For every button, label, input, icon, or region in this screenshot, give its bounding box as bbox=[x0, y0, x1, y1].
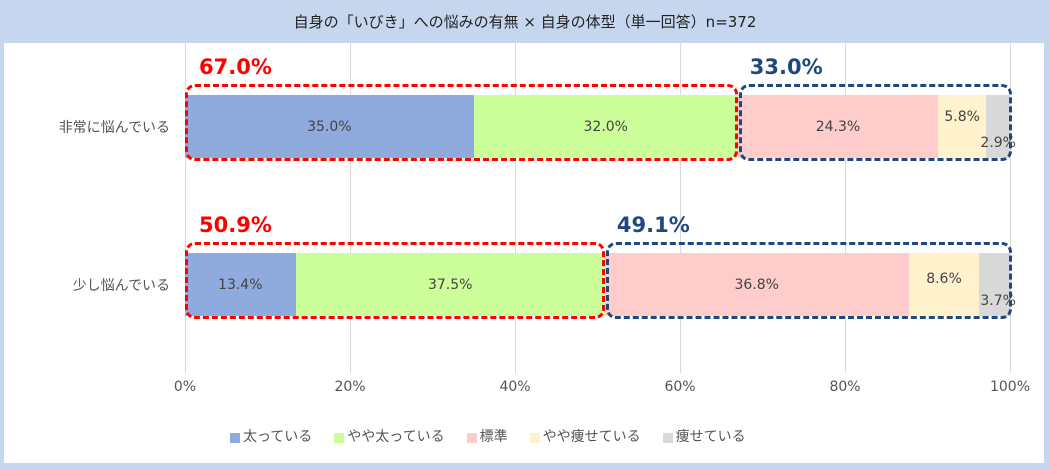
legend: 太っている やや太っている 標準 やや痩せている 痩せている bbox=[230, 426, 746, 446]
bar-segment: 3.7% bbox=[979, 253, 1016, 316]
data-label: 37.5% bbox=[427, 276, 473, 293]
x-tick-label: 0% bbox=[173, 379, 197, 395]
legend-swatch-icon bbox=[334, 433, 345, 443]
data-label: 24.3% bbox=[815, 118, 861, 135]
bar-segment: 35.0% bbox=[185, 95, 474, 158]
bar-segment: 5.8% bbox=[938, 95, 987, 158]
category-label: 非常に悩んでいる bbox=[58, 120, 170, 136]
data-label: 13.4% bbox=[218, 276, 263, 293]
legend-swatch-icon bbox=[230, 433, 240, 443]
gridline bbox=[515, 43, 516, 373]
legend-item: やや太っている bbox=[334, 426, 445, 446]
data-label: 3.7% bbox=[980, 293, 1016, 309]
legend-item: 痩せている bbox=[662, 426, 746, 446]
gridline bbox=[680, 43, 681, 373]
x-tick-label: 40% bbox=[499, 379, 531, 395]
data-label: 5.8% bbox=[944, 108, 980, 125]
bar-segment: 37.5% bbox=[295, 253, 605, 316]
data-label: 36.8% bbox=[734, 276, 779, 293]
category-label: 少し悩んでいる bbox=[72, 278, 170, 294]
data-label: 32.0% bbox=[583, 118, 628, 135]
sum-label-other: 33.0% bbox=[749, 55, 823, 79]
gridline bbox=[845, 43, 846, 373]
highlight-box-heavy bbox=[185, 84, 738, 161]
x-tick-label: 60% bbox=[664, 379, 696, 395]
legend-label: やや痩せている bbox=[542, 429, 641, 445]
x-tick-label: 20% bbox=[334, 379, 366, 395]
bar-segment: 2.9% bbox=[980, 95, 1016, 158]
bar-segment: 24.3% bbox=[737, 95, 939, 158]
gridline bbox=[185, 43, 186, 373]
bar-segment: 8.6% bbox=[908, 253, 980, 316]
sum-label-heavy: 67.0% bbox=[199, 55, 272, 79]
stacked-bar: 35.0% 32.0% 24.3% 5.8% 2.9% bbox=[185, 95, 1016, 158]
highlight-box-other bbox=[738, 84, 1012, 161]
legend-label: 痩せている bbox=[675, 429, 746, 445]
legend-item: 標準 bbox=[466, 426, 508, 446]
bar-segment: 36.8% bbox=[604, 253, 909, 316]
highlight-box-other bbox=[605, 242, 1012, 319]
sum-label-other: 49.1% bbox=[616, 213, 690, 237]
gridline bbox=[350, 43, 351, 373]
legend-label: やや太っている bbox=[347, 429, 445, 445]
legend-label: 標準 bbox=[479, 429, 508, 445]
legend-swatch-icon bbox=[529, 433, 540, 443]
data-label: 2.9% bbox=[980, 135, 1016, 151]
legend-swatch-icon bbox=[662, 433, 673, 443]
x-tick-label: 100% bbox=[989, 379, 1031, 395]
gridline bbox=[1010, 43, 1011, 373]
legend-item: 太っている bbox=[230, 426, 312, 446]
highlight-box-heavy bbox=[185, 242, 605, 319]
bar-segment: 32.0% bbox=[473, 95, 738, 158]
data-label: 35.0% bbox=[307, 118, 352, 135]
bar-segment: 13.4% bbox=[185, 253, 296, 316]
legend-swatch-icon bbox=[466, 433, 477, 443]
data-label: 8.6% bbox=[926, 270, 962, 287]
stacked-bar: 13.4% 37.5% 36.8% 8.6% 3.7% bbox=[185, 253, 1016, 316]
legend-label: 太っている bbox=[243, 429, 313, 445]
chart-title: 自身の「いびき」への悩みの有無 × 自身の体型（単一回答）n=372 bbox=[293, 13, 757, 31]
legend-item: やや痩せている bbox=[529, 426, 641, 446]
sum-label-heavy: 50.9% bbox=[199, 213, 272, 237]
x-tick-label: 80% bbox=[829, 379, 861, 395]
